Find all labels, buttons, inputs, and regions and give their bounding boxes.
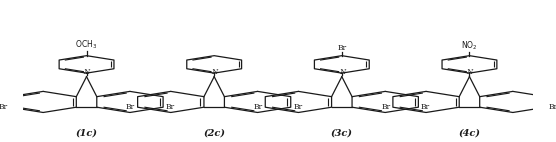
- Text: Br: Br: [126, 103, 135, 111]
- Text: (1c): (1c): [76, 128, 97, 137]
- Text: $\mathdefault{OCH_3}$: $\mathdefault{OCH_3}$: [76, 39, 98, 51]
- Text: (3c): (3c): [331, 128, 353, 137]
- Text: (2c): (2c): [203, 128, 225, 137]
- Text: Br: Br: [337, 44, 346, 52]
- Text: $\mathdefault{NO_2}$: $\mathdefault{NO_2}$: [461, 39, 478, 52]
- Text: Br: Br: [254, 103, 262, 111]
- Text: Br: Br: [0, 103, 7, 111]
- Text: N: N: [466, 68, 473, 76]
- Text: Br: Br: [294, 103, 302, 111]
- Text: Br: Br: [421, 103, 430, 111]
- Text: (4c): (4c): [459, 128, 480, 137]
- Text: Br: Br: [381, 103, 390, 111]
- Text: N: N: [339, 68, 345, 76]
- Text: N: N: [83, 68, 90, 76]
- Text: Br: Br: [549, 103, 556, 111]
- Text: Br: Br: [166, 103, 175, 111]
- Text: N: N: [211, 68, 217, 76]
